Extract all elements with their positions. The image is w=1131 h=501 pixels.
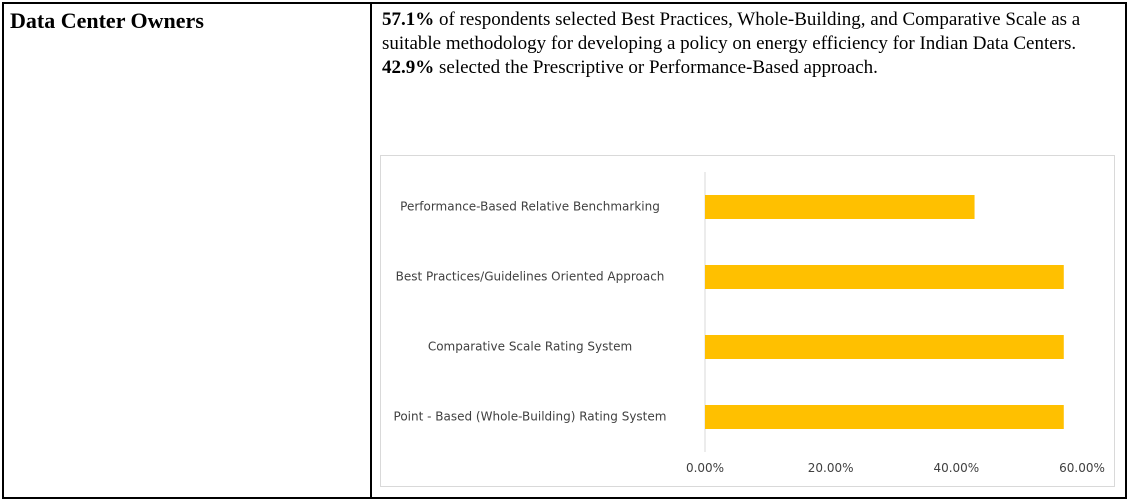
label-cell: Data Center Owners [2, 2, 372, 499]
paragraph: 57.1% of respondents selected Best Pract… [382, 8, 1117, 80]
bar [705, 335, 1064, 359]
text: selected the Prescriptive or Performance… [434, 57, 878, 78]
x-tick-label: 40.00% [933, 461, 979, 475]
category-label: Performance-Based Relative Benchmarking [400, 199, 660, 214]
chart: 0.00% 20.00% 40.00% 60.00% Performance-Base… [380, 155, 1115, 487]
stat: 57.1% [382, 9, 435, 30]
x-tick-label: 60.00% [1059, 461, 1105, 475]
row-title: Data Center Owners [10, 8, 204, 33]
category-label: Point - Based (Whole-Building) Rating Sy… [393, 409, 667, 424]
bar [705, 265, 1064, 289]
x-tick-label: 20.00% [808, 461, 854, 475]
bar [705, 195, 975, 219]
x-tick-label: 0.00% [686, 461, 724, 475]
plot: 0.00% 20.00% 40.00% 60.00% [686, 172, 1105, 475]
category-label: Comparative Scale Rating System [427, 339, 633, 354]
category-label: Best Practices/Guidelines Oriented Appro… [395, 269, 665, 284]
stat: 42.9% [382, 57, 435, 78]
bar [705, 405, 1064, 429]
content-cell: 57.1% of respondents selected Best Pract… [370, 2, 1127, 499]
text: of respondents selected Best Practices, … [382, 9, 1081, 54]
